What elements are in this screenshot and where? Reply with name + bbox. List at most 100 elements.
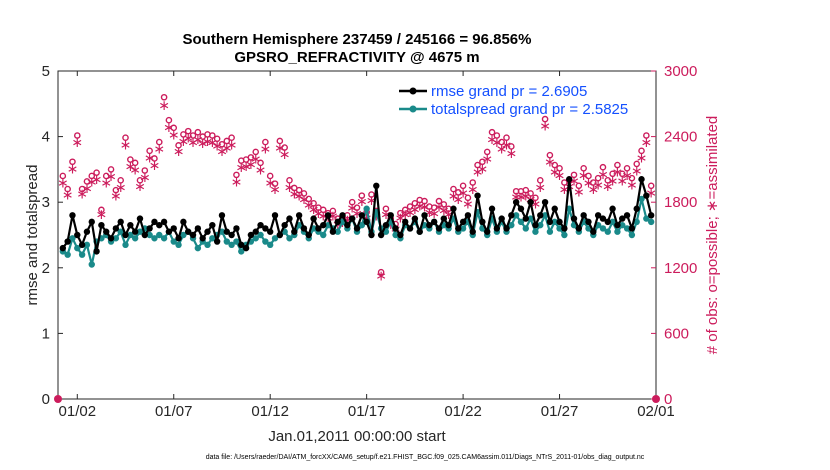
totalspread-point: [614, 228, 621, 235]
assimilated-obs-point: ∗: [452, 192, 464, 208]
rmse-point: [170, 225, 177, 232]
rmse-point: [532, 221, 539, 229]
totalspread-point: [266, 241, 274, 249]
legend-rmse-label: rmse grand pr = 2.6905: [431, 83, 587, 100]
rmse-point: [416, 228, 423, 235]
totalspread-point: [363, 205, 370, 212]
rmse-point: [353, 225, 361, 232]
assimilated-obs-point: ∗: [279, 147, 291, 163]
rmse-point: [464, 212, 472, 219]
rmse-point: [479, 218, 486, 226]
assimilated-obs-point: ∗: [636, 150, 648, 166]
possible-obs-point: [536, 177, 544, 184]
possible-obs-point: [175, 142, 182, 149]
rmse-point: [151, 218, 158, 226]
assimilated-obs-point: ∗: [583, 176, 595, 192]
rmse-point: [459, 218, 467, 226]
rmse-point: [397, 231, 404, 239]
totalspread-point: [392, 231, 399, 239]
rmse-point: [435, 225, 443, 232]
assimilated-obs-point: ∗: [168, 127, 180, 143]
assimilated-obs-point: ∗: [149, 158, 161, 174]
x-tick-label: 01/12: [251, 403, 289, 420]
possible-obs-point: [233, 171, 240, 179]
assimilated-obs-point: ∗: [428, 206, 440, 222]
totalspread-point: [512, 212, 520, 219]
rmse-point: [604, 218, 611, 226]
assimilated-obs-point: ∗: [124, 159, 136, 175]
possible-obs-point: [541, 115, 549, 123]
rmse-point: [512, 199, 520, 206]
x-tick-label: 02/01: [637, 403, 675, 420]
possible-obs-point: [397, 209, 404, 217]
assimilated-obs-point: ∗: [163, 120, 175, 136]
assimilated-obs-point: ∗: [240, 159, 252, 175]
totalspread-point: [228, 241, 235, 249]
assimilated-obs-point: ∗: [226, 137, 238, 153]
possible-obs-point: [295, 186, 303, 194]
y-right-tick-label: 1200: [664, 260, 697, 277]
assimilated-obs-point: ∗: [366, 193, 378, 209]
rmse-point: [599, 215, 607, 222]
possible-obs-point: [209, 132, 216, 139]
possible-obs-point: [594, 174, 602, 182]
y-axis-right: 0 600 1200 1800 2400 3000: [651, 63, 697, 408]
totalspread-point: [286, 235, 293, 242]
rmse-point: [112, 225, 120, 232]
assimilated-obs-point: ∗: [105, 169, 117, 185]
x-tick-label: 01/22: [444, 403, 482, 420]
totalspread-point: [180, 231, 187, 239]
assimilated-obs-point: ∗: [361, 211, 373, 227]
possible-obs-point: [493, 132, 501, 139]
rmse-point: [281, 221, 288, 229]
assimilated-obs-point: ∗: [308, 202, 320, 218]
rmse-point: [488, 205, 496, 212]
possible-obs-point: [165, 116, 173, 124]
possible-obs-point: [257, 159, 264, 167]
assimilated-obs-point: ∗: [587, 182, 599, 198]
start-zero-marker: [54, 395, 62, 403]
possible-obs-point: [358, 192, 366, 199]
rmse-point: [522, 215, 529, 222]
assimilated-obs-point: ∗: [399, 207, 411, 223]
possible-obs-point: [435, 197, 443, 205]
assimilated-obs-point: ∗: [438, 203, 450, 219]
possible-obs-point: [69, 158, 76, 166]
possible-obs-point: [107, 166, 115, 173]
assimilated-obs-point: ∗: [404, 205, 416, 221]
x-tick-label: 01/07: [155, 403, 193, 420]
totalspread-point: [551, 218, 558, 226]
totalspread-point: [527, 215, 534, 222]
rmse-point: [382, 221, 390, 229]
possible-obs-point: [213, 135, 221, 143]
possible-obs-point: [78, 185, 86, 193]
totalspread-point: [643, 215, 650, 222]
totalspread-point: [541, 212, 549, 219]
possible-obs-point: [628, 174, 636, 182]
y-right-tick-label: 1800: [664, 194, 697, 211]
assimilated-obs-point: ∗: [182, 131, 194, 147]
rmse-point: [455, 225, 462, 232]
assimilated-obs-point: ∗: [626, 178, 638, 194]
totalspread-point: [209, 235, 216, 242]
rmse-point: [580, 212, 587, 219]
chart-subtitle: GPSRO_REFRACTIVITY @ 4675 m: [234, 49, 479, 66]
rmse-point: [440, 215, 448, 222]
totalspread-point: [522, 225, 529, 232]
possible-obs-point: [305, 195, 313, 203]
rmse-point: [430, 218, 438, 226]
assimilated-obs-point: ∗: [303, 197, 315, 213]
totalspread-point: [252, 235, 259, 242]
possible-obs-point: [262, 138, 269, 146]
possible-obs-point: [122, 134, 129, 141]
rmse-point: [387, 212, 394, 219]
assimilated-obs-point: ∗: [341, 213, 353, 229]
assimilated-obs-point: ∗: [515, 190, 527, 206]
totalspread-point: [156, 231, 163, 239]
rmse-point: [136, 215, 144, 222]
rmse-point: [392, 225, 399, 232]
rmse-point: [213, 238, 221, 245]
rmse-point: [498, 215, 505, 222]
assimilated-obs-point: ∗: [448, 189, 460, 205]
possible-obs-point: [483, 148, 491, 156]
